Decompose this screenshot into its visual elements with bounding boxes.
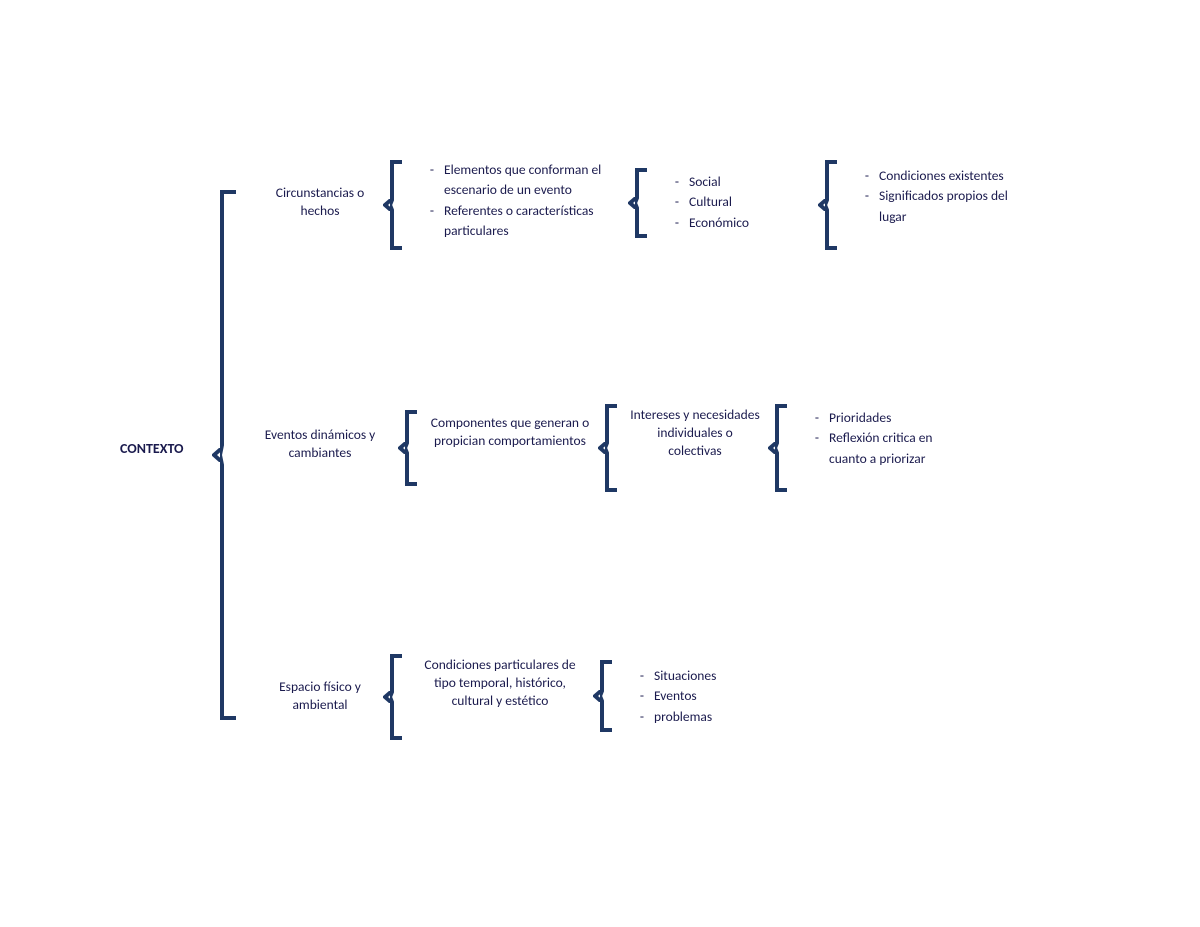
- root-brace-tip: [212, 448, 222, 462]
- branch-2-brace-tip: [398, 442, 408, 454]
- branch-3-1-label: Condiciones particulares de tipo tempora…: [415, 656, 585, 711]
- list-item: -problemas: [630, 707, 770, 727]
- branch-3-1-brace: [600, 660, 620, 732]
- branch-3-1-brace-tip: [593, 690, 603, 702]
- branch-2-3-list: -Prioridades -Reflexión critica en cuant…: [805, 408, 965, 469]
- branch-2-brace: [405, 410, 425, 486]
- list-item: -Elementos que conforman el escenario de…: [420, 160, 630, 201]
- branch-2-1-label: Componentes que generan o propician comp…: [430, 414, 590, 450]
- branch-1-2-brace: [825, 160, 845, 250]
- branch-2-2-brace: [775, 404, 795, 492]
- branch-3-brace: [390, 654, 410, 740]
- branch-2-2-brace-tip: [768, 442, 778, 454]
- list-item: -Referentes o características particular…: [420, 201, 630, 242]
- branch-1-2-brace-tip: [818, 199, 828, 211]
- branch-3-brace-tip: [383, 691, 393, 703]
- list-item: -Social: [665, 172, 815, 192]
- branch-3-2-list: -Situaciones -Eventos -problemas: [630, 666, 770, 727]
- synoptic-diagram: CONTEXTO Circunstancias o hechos -Elemen…: [120, 160, 1140, 800]
- list-item: -Eventos: [630, 686, 770, 706]
- list-item: -Económico: [665, 213, 815, 233]
- branch-2-2-label: Intereses y necesidades individuales o c…: [630, 406, 760, 461]
- list-item: -Reflexión critica en cuanto a priorizar: [805, 428, 965, 469]
- list-item: -Prioridades: [805, 408, 965, 428]
- branch-1-brace-tip: [383, 199, 393, 211]
- branch-3-label: Espacio físico y ambiental: [255, 678, 385, 714]
- branch-2-label: Eventos dinámicos y cambiantes: [245, 426, 395, 462]
- branch-1-list: -Elementos que conforman el escenario de…: [420, 160, 630, 241]
- list-item: -Cultural: [665, 192, 815, 212]
- branch-1-brace: [390, 160, 410, 250]
- branch-2-1-brace-tip: [598, 442, 608, 454]
- branch-1-1-brace-tip: [628, 197, 638, 209]
- branch-2-1-brace: [605, 404, 625, 492]
- list-item: -Situaciones: [630, 666, 770, 686]
- branch-1-1-list: -Social -Cultural -Económico: [665, 172, 815, 233]
- branch-1-2-list: -Condiciones existentes -Significados pr…: [855, 166, 1015, 227]
- root-label: CONTEXTO: [120, 440, 210, 457]
- branch-1-label: Circunstancias o hechos: [255, 184, 385, 220]
- list-item: -Condiciones existentes: [855, 166, 1015, 186]
- branch-1-1-brace: [635, 168, 655, 238]
- list-item: -Significados propios del lugar: [855, 186, 1015, 227]
